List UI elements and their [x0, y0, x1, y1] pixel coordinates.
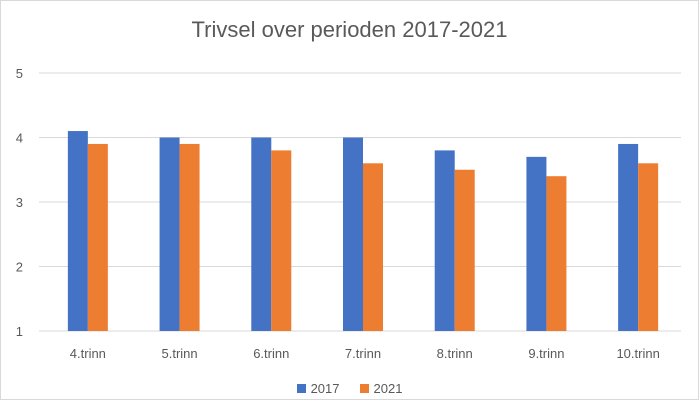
legend-swatch [359, 384, 369, 393]
bar-2021-9.trinn [546, 176, 567, 331]
x-tick-label: 5.trinn [162, 346, 198, 361]
bar-2017-10.trinn [618, 143, 639, 331]
legend-label: 2017 [310, 381, 340, 396]
legend-label: 2021 [373, 381, 403, 396]
bar-2017-8.trinn [434, 150, 455, 331]
x-tick-label: 10.trinn [616, 346, 659, 361]
y-tick-label: 4 [16, 131, 23, 146]
bar-2017-4.trinn [67, 131, 88, 331]
x-tick-label: 6.trinn [253, 346, 289, 361]
bar-2021-8.trinn [454, 169, 475, 331]
x-tick-label: 4.trinn [70, 346, 106, 361]
y-tick-label: 2 [16, 260, 23, 275]
y-tick-label: 1 [16, 324, 23, 339]
bar-2017-5.trinn [159, 137, 180, 331]
bar-2021-6.trinn [271, 150, 292, 331]
x-tick-label: 9.trinn [528, 346, 564, 361]
legend-item-2017: 2017 [296, 381, 340, 396]
bar-2017-9.trinn [526, 156, 547, 331]
legend-item-2021: 2021 [359, 381, 403, 396]
x-tick-label: 7.trinn [345, 346, 381, 361]
x-tick-label: 8.trinn [437, 346, 473, 361]
bar-2017-6.trinn [251, 137, 272, 331]
legend: 2017 2021 [1, 381, 698, 396]
bar-2021-5.trinn [179, 143, 200, 331]
y-tick-label: 5 [16, 66, 23, 81]
legend-swatch [296, 384, 306, 393]
y-tick-label: 3 [16, 195, 23, 210]
bar-2021-7.trinn [363, 163, 383, 331]
chart-title: Trivsel over perioden 2017-2021 [191, 17, 508, 42]
bar-2021-4.trinn [87, 143, 108, 331]
bar-2017-7.trinn [343, 137, 363, 331]
bar-2021-10.trinn [638, 163, 659, 331]
